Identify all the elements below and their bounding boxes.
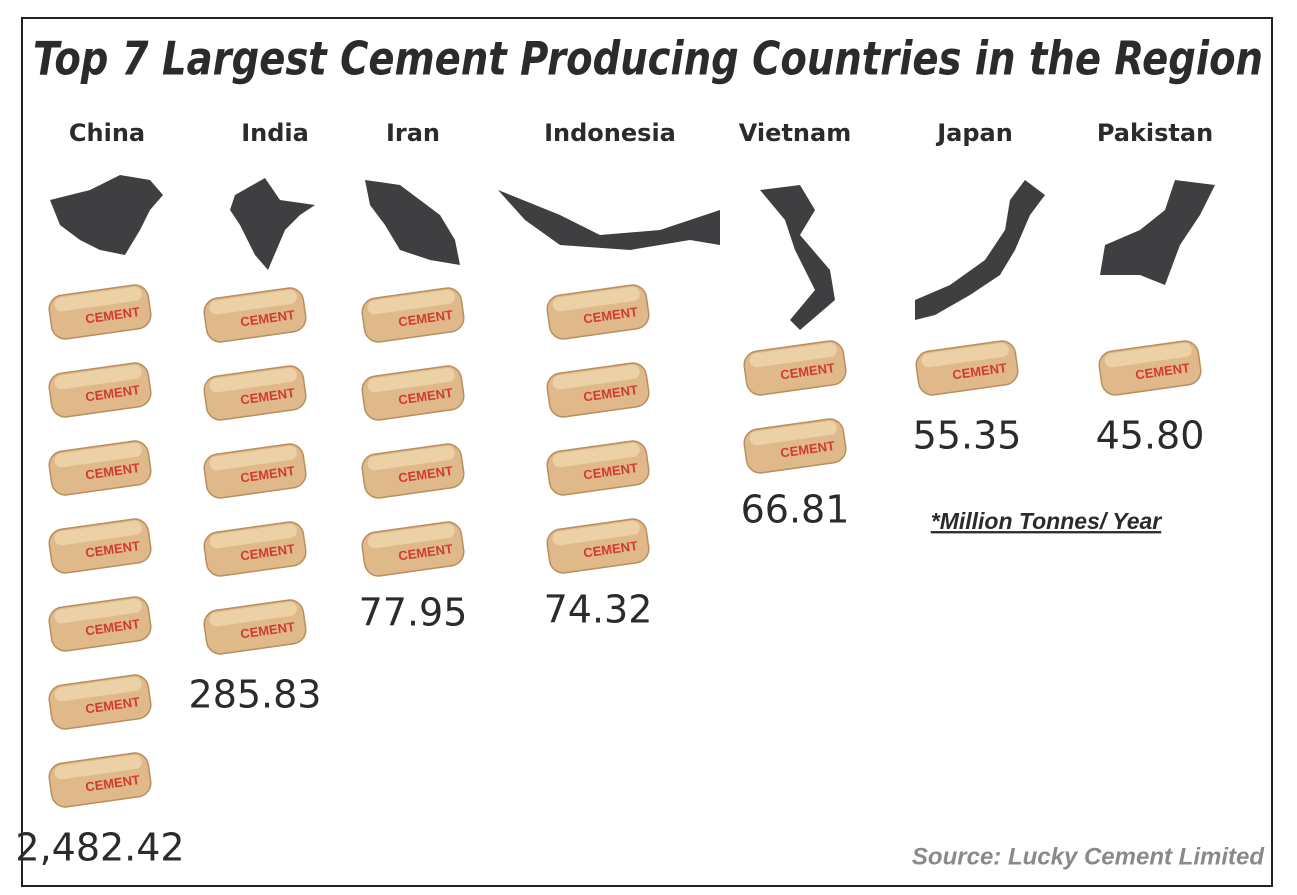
cement-bag: CEMENT xyxy=(361,287,465,343)
value-label: 55.35 xyxy=(913,414,1022,458)
bag-top xyxy=(209,367,297,393)
cement-bag: CEMENT xyxy=(361,521,465,577)
bag-top xyxy=(367,289,455,315)
cement-bag: CEMENT xyxy=(48,440,152,496)
country-name: Indonesia xyxy=(544,119,676,147)
cement-bag: CEMENT xyxy=(203,443,307,499)
bag-top xyxy=(209,601,297,627)
cement-bag: CEMENT xyxy=(546,362,650,418)
cement-bag: CEMENT xyxy=(48,362,152,418)
bag-top xyxy=(367,445,455,471)
cement-bag: CEMENT xyxy=(361,443,465,499)
country-name: India xyxy=(241,119,309,147)
bag-top xyxy=(209,289,297,315)
bag-top xyxy=(1104,342,1192,368)
bag-top xyxy=(921,342,1009,368)
country-map xyxy=(230,178,315,270)
bag-top xyxy=(367,367,455,393)
cement-bag: CEMENT xyxy=(915,340,1019,396)
country-map xyxy=(1100,180,1215,285)
unit-note: *Million Tonnes/ Year xyxy=(931,508,1163,534)
country-map xyxy=(915,180,1045,320)
value-label: 285.83 xyxy=(189,673,322,717)
country-name: Vietnam xyxy=(739,119,851,147)
cement-bag: CEMENT xyxy=(743,418,847,474)
bag-top xyxy=(209,445,297,471)
cement-bag: CEMENT xyxy=(48,752,152,808)
frame xyxy=(21,17,1273,887)
country-name: Iran xyxy=(386,119,440,147)
bag-top xyxy=(54,286,142,312)
cement-bag: CEMENT xyxy=(546,518,650,574)
country-map xyxy=(50,175,163,255)
bag-top xyxy=(367,523,455,549)
cement-bag: CEMENT xyxy=(361,365,465,421)
cement-bag: CEMENT xyxy=(203,365,307,421)
value-label: 77.95 xyxy=(359,591,468,635)
bag-top xyxy=(552,364,640,390)
cement-bag: CEMENT xyxy=(546,440,650,496)
bag-top xyxy=(552,520,640,546)
value-label: 74.32 xyxy=(544,588,653,632)
country-name: Japan xyxy=(935,119,1013,147)
value-label: 45.80 xyxy=(1096,414,1205,458)
country-name: Pakistan xyxy=(1097,119,1213,147)
bag-top xyxy=(209,523,297,549)
cement-bag: CEMENT xyxy=(48,596,152,652)
cement-bag: CEMENT xyxy=(1098,340,1202,396)
bag-top xyxy=(749,420,837,446)
value-label: 66.81 xyxy=(741,488,850,532)
cement-bag: CEMENT xyxy=(48,284,152,340)
bag-top xyxy=(749,342,837,368)
bag-top xyxy=(552,442,640,468)
bag-top xyxy=(54,442,142,468)
country-map xyxy=(365,180,460,265)
country-map xyxy=(498,190,720,250)
bag-top xyxy=(552,286,640,312)
value-label: 2,482.42 xyxy=(15,826,184,870)
chart-title: Top 7 Largest Cement Producing Countries… xyxy=(33,32,1263,86)
country-name: China xyxy=(69,119,145,147)
bag-top xyxy=(54,754,142,780)
source: Source: Lucky Cement Limited xyxy=(912,843,1265,870)
cement-bag: CEMENT xyxy=(546,284,650,340)
cement-bag: CEMENT xyxy=(203,521,307,577)
bag-top xyxy=(54,364,142,390)
bag-top xyxy=(54,520,142,546)
bag-top xyxy=(54,676,142,702)
cement-bag: CEMENT xyxy=(203,599,307,655)
cement-bag: CEMENT xyxy=(48,674,152,730)
cement-bag: CEMENT xyxy=(743,340,847,396)
cement-bag: CEMENT xyxy=(203,287,307,343)
country-map xyxy=(760,185,835,330)
cement-bag: CEMENT xyxy=(48,518,152,574)
bag-top xyxy=(54,598,142,624)
